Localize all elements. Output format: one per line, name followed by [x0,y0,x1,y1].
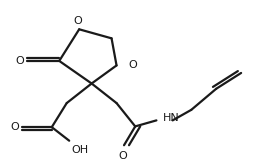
Text: O: O [10,122,19,132]
Text: O: O [118,151,127,161]
Text: O: O [74,16,82,26]
Text: O: O [15,56,24,66]
Text: HN: HN [163,113,179,123]
Text: OH: OH [72,145,89,155]
Text: O: O [128,60,137,70]
